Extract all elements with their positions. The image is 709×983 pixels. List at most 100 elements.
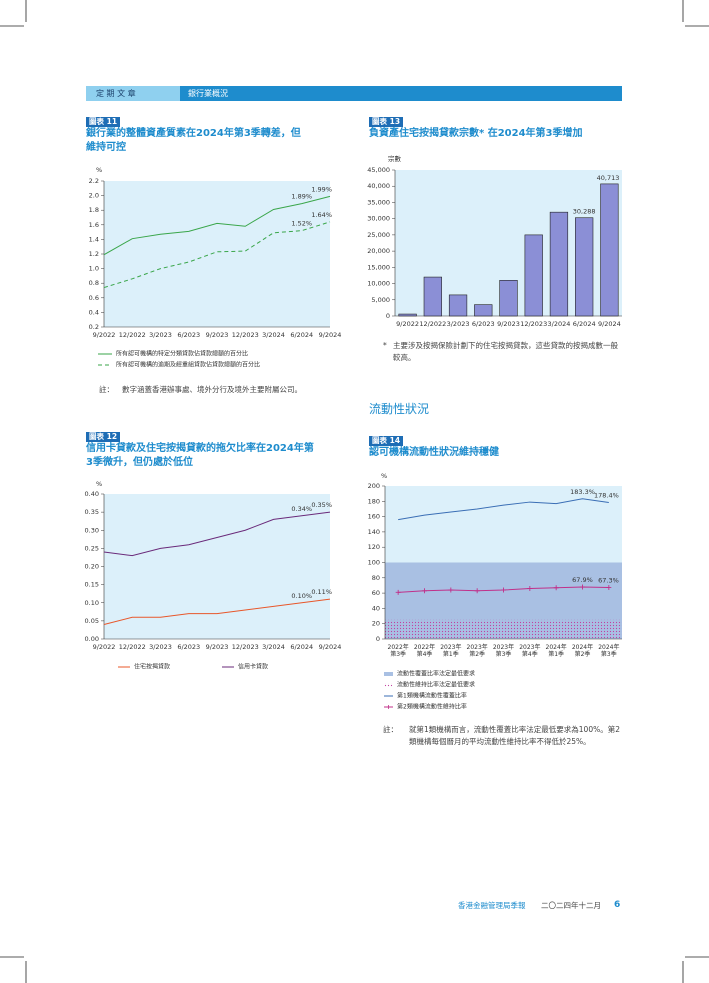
y-tick-label: 35,000 [367,198,390,206]
chart-title: 認可機構流動性狀況維持穩健 [369,447,499,458]
data-label: 0.35% [311,501,332,509]
x-tick-label: 6/2024 [573,320,596,328]
x-tick-label: 6/2024 [290,643,313,651]
y-axis-label: 宗數 [388,154,402,163]
marker [553,585,559,591]
y-tick-label: 0.25 [85,544,99,552]
legend-label: 流動性維持比率法定最低要求 [397,681,475,689]
data-label: 0.10% [291,592,312,600]
y-tick-label: 2.2 [89,177,99,185]
note-text: 就第1類機構而言，流動性覆蓋比率法定最低要求為100%。第2類機構每個曆月的平均… [409,725,620,746]
y-tick-label: 15,000 [367,263,390,271]
section-heading: 流動性狀況 [369,402,430,416]
y-tick-label: 20,000 [367,247,390,255]
y-tick-label: 0.20 [85,563,99,571]
bar [549,211,569,317]
data-label: 178.4% [594,492,619,500]
y-tick-label: 0.8 [89,279,99,287]
x-tick-label: 12/2023 [520,320,547,328]
bar [524,234,543,317]
chart-title: 銀行業的整體資產質素在2024年第3季轉差，但維持可控 [86,128,301,153]
note-text: 數字涵蓋香港辦事處、境外分行及境外主要附屬公司。 [122,385,302,394]
bar [575,217,594,317]
bar [423,276,442,317]
data-label: 0.11% [311,588,332,596]
x-tick-label: 2024年 第1季 [545,644,567,658]
bar [474,304,493,317]
x-tick-label: 2022年 第4季 [413,644,436,658]
y-axis-label: % [381,472,387,480]
x-tick-label: 2024年 第3季 [598,644,620,658]
y-tick-label: 1.0 [89,265,99,273]
y-tick-label: 140 [368,528,380,536]
y-tick-label: 45,000 [367,166,390,174]
marker [580,584,585,590]
bar [600,183,619,317]
y-tick-label: 1.6 [89,221,99,229]
legend-label: 流動性覆蓋比率法定最低要求 [397,670,475,678]
y-tick-label: 20 [372,620,380,628]
legend-label: 住宅按揭貸款 [134,663,170,671]
x-tick-label: 12/2023 [232,331,259,339]
data-label: 30,288 [573,208,596,216]
chart-title: 負資產住宅按揭貸款宗數* 在2024年第3季增加 [369,128,583,139]
legend-label: 所有認可機構的逾期及經重組貸款佔貸款總額的百分比 [116,361,260,369]
y-tick-label: 1.4 [89,235,99,243]
x-tick-label: 3/2023 [149,643,172,651]
y-tick-label: 0.10 [85,599,99,607]
x-tick-label: 2023年 第2季 [466,644,488,658]
y-tick-label: 10,000 [367,280,390,288]
marker [395,589,401,595]
page-number: 6 [614,900,621,910]
y-tick-label: 0.4 [89,308,99,316]
x-tick-label: 2023年 第4季 [519,644,541,658]
line [103,221,331,289]
x-tick-label: 9/2023 [497,320,520,328]
x-tick-label: 9/2022 [396,320,419,328]
y-tick-label: 0.2 [89,323,99,331]
legend-label: 所有認可機構的特定分類貸款佔貸款總額的百分比 [116,350,248,358]
y-tick-label: 40 [372,604,380,612]
footnote-marker: * [383,341,387,350]
data-label: 40,713 [597,174,620,182]
y-tick-label: 200 [368,482,380,490]
marker [527,586,533,592]
x-tick-label: 2024年 第2季 [571,644,594,658]
line [103,598,331,625]
data-label: 1.64% [311,211,332,219]
data-label: 1.89% [291,193,312,201]
y-axis-label: % [96,166,102,174]
y-tick-label: 0.05 [85,617,99,625]
marker [448,587,454,593]
x-tick-label: 12/2022 [119,331,146,339]
y-tick-label: 0.35 [85,508,99,516]
chart-title: 信用卡貸款及住宅按揭貸款的拖欠比率在2024年第3季微升，但仍處於低位 [86,443,314,468]
data-label: 1.52% [291,220,312,228]
y-tick-label: 80 [372,574,380,582]
x-tick-label: 3/2023 [149,331,172,339]
y-tick-label: 0 [376,635,380,643]
y-tick-label: 2.0 [89,192,99,200]
y-tick-label: 160 [368,513,380,521]
bar [398,313,417,317]
legend-label: 信用卡貸款 [238,663,268,671]
x-tick-label: 2022年 第3季 [387,644,409,658]
x-tick-label: 3/2023 [447,320,470,328]
y-tick-label: 40,000 [367,182,390,190]
y-tick-label: 120 [368,543,380,551]
threshold-area [385,619,622,639]
x-tick-label: 9/2023 [206,643,229,651]
y-tick-label: 0.40 [85,490,99,498]
marker [606,585,612,591]
x-tick-label: 9/2022 [93,331,116,339]
chart-label: 圖表 12 [86,432,121,442]
x-tick-label: 6/2023 [177,643,200,651]
marker [422,588,427,594]
x-tick-label: 12/2022 [119,643,146,651]
legend-swatch [384,683,393,687]
plot-background [104,181,330,327]
marker [474,588,480,594]
legend-marker [386,705,391,709]
data-label: 1.99% [311,185,332,193]
